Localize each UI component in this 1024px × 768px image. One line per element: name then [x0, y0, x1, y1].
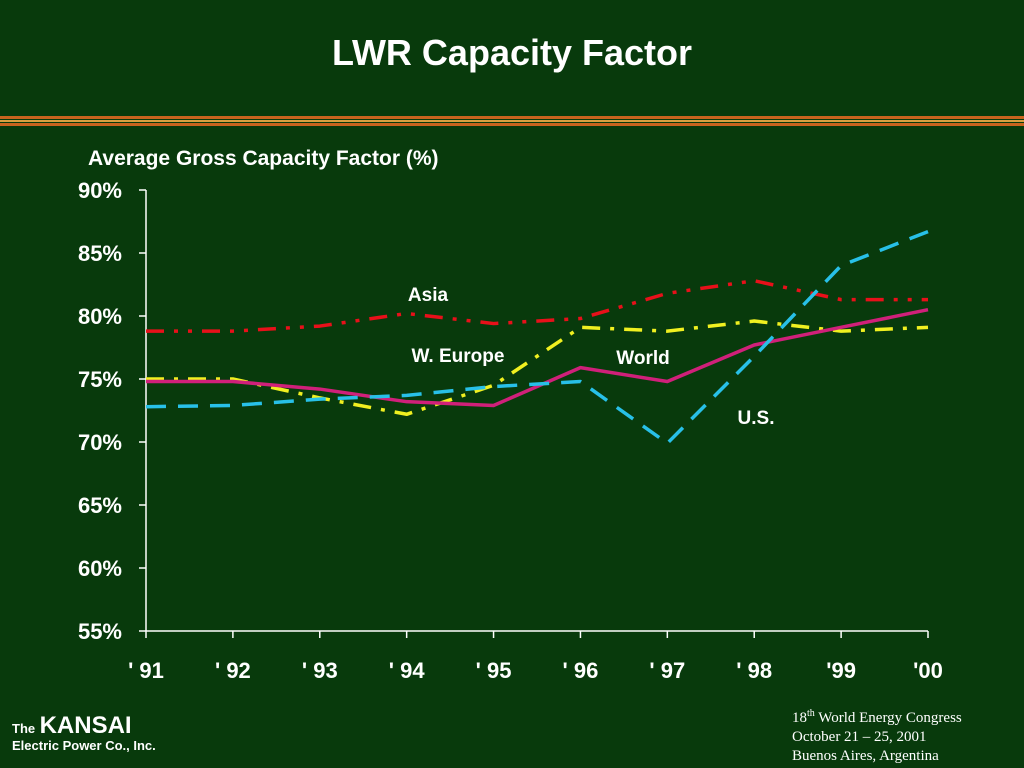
y-tick-label: 60%	[78, 556, 122, 581]
company-name: KANSAI	[39, 712, 132, 739]
x-tick-label: '99	[826, 658, 856, 683]
divider-rule-middle	[0, 120, 1024, 122]
series-labels: Asia W. Europe World U.S.	[408, 285, 775, 429]
y-tick-label: 80%	[78, 304, 122, 329]
divider-rule-top	[0, 116, 1024, 119]
divider-rule-bottom	[0, 123, 1024, 126]
x-tick-label: ' 98	[736, 658, 772, 683]
x-tick-label: ' 94	[389, 658, 426, 683]
y-tick-label: 90%	[78, 178, 122, 203]
x-tick-label: ' 93	[302, 658, 338, 683]
event-place: Buenos Aires, Argentina	[792, 748, 939, 764]
series-label-asia: Asia	[408, 285, 449, 306]
series-line-asia	[146, 278, 928, 333]
company-logo: The KANSAI Electric Power Co., Inc.	[12, 712, 156, 753]
company-prefix: The	[12, 721, 36, 736]
event-name: World Energy Congress	[818, 710, 962, 726]
x-tick-label: ' 92	[215, 658, 251, 683]
series-line-u-s	[145, 229, 929, 446]
x-tick-label: ' 97	[649, 658, 685, 683]
y-tick-label: 70%	[78, 430, 122, 455]
x-tick-label: ' 91	[128, 658, 164, 683]
chart-title: Average Gross Capacity Factor (%)	[88, 147, 439, 170]
event-info: 18th World Energy Congress October 21 – …	[792, 704, 962, 766]
x-tick-label: ' 95	[476, 658, 512, 683]
series-label-w-europe: W. Europe	[412, 346, 505, 367]
series-line-w-europe	[146, 319, 929, 417]
x-tick-label: '00	[913, 658, 943, 683]
x-tick-label: ' 96	[563, 658, 599, 683]
series-label-world: World	[616, 348, 669, 369]
y-tick-label: 65%	[78, 493, 122, 518]
event-dates: October 21 – 25, 2001	[792, 729, 927, 745]
chart-axes: 90% 85% 80% 75% 70% 65% 60% 55%' 91 ' 92 ' 93 ' 94…	[78, 178, 943, 683]
chart-series	[145, 229, 929, 446]
company-subtitle: Electric Power Co., Inc.	[12, 738, 156, 753]
y-tick-label: 55%	[78, 619, 122, 644]
series-label-u-s: U.S.	[738, 408, 775, 429]
event-number: 18	[792, 710, 807, 726]
y-tick-label: 75%	[78, 367, 122, 392]
slide-title: LWR Capacity Factor	[331, 32, 693, 73]
event-suffix: th	[807, 708, 815, 719]
series-line-world	[146, 307, 929, 408]
y-tick-label: 85%	[78, 241, 122, 266]
